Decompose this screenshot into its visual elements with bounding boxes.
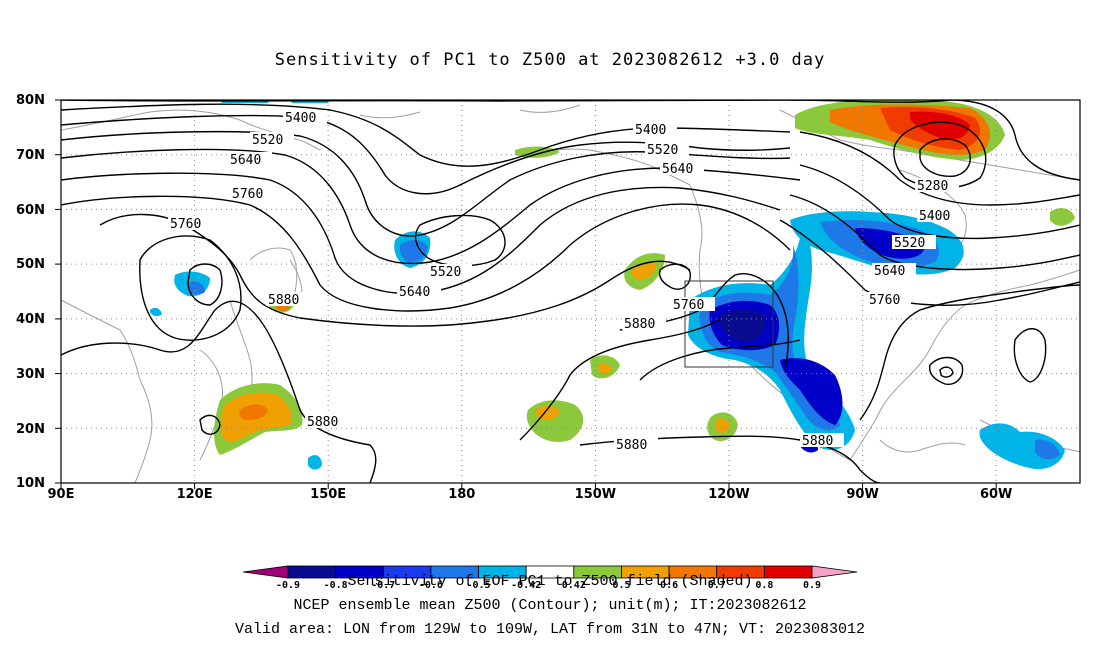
lon-label: 180	[448, 487, 475, 502]
colorbar-high-arrow	[811, 565, 858, 579]
lat-label: 20N	[16, 422, 45, 437]
colorbar-label: 0.9	[803, 580, 821, 591]
colorbar-label: -0.5	[466, 580, 490, 591]
lon-labels: 90E 120E 150E 180 150W 120W 90W 60W	[48, 487, 1013, 502]
contour-label: 5880	[616, 438, 647, 453]
contour-label: 5880	[268, 293, 299, 308]
contour-label: 5640	[874, 264, 905, 279]
lat-label: 50N	[16, 257, 45, 272]
contour-label: 5760	[869, 293, 900, 308]
lat-label: 70N	[16, 148, 45, 163]
contour-label: 5760	[232, 187, 263, 202]
lat-label: 40N	[16, 312, 45, 327]
contour-label: 5520	[647, 143, 678, 158]
lon-label: 90W	[846, 487, 878, 502]
contour-labels: 5400 5520 5640 5760 5760 5400 5520 5640 …	[168, 110, 961, 453]
colorbar-label: -0.8	[324, 580, 348, 591]
valid-area-box	[684, 280, 774, 368]
contour-label: 5880	[624, 317, 655, 332]
contour-label: 5400	[285, 111, 316, 126]
legend-title: Sensitivity of EOF PC1 to Z500 field (Sh…	[347, 573, 753, 590]
contour-label: 5520	[430, 265, 461, 280]
contour-label: 5760	[673, 298, 704, 313]
colorbar-label: -0.7	[371, 580, 395, 591]
colorbar-label: -0.6	[419, 580, 443, 591]
lat-label: 10N	[16, 476, 45, 491]
colorbar-label: -0.9	[276, 580, 300, 591]
colorbar-label: -0.42	[511, 580, 541, 591]
footer-line-2: Valid area: LON from 129W to 109W, LAT f…	[234, 621, 866, 638]
contour-label: 5640	[399, 285, 430, 300]
contour-label: 5520	[894, 236, 925, 251]
contour-label: 5760	[170, 217, 201, 232]
lon-label: 90E	[48, 487, 75, 502]
colorbar-label: 0.7	[708, 580, 726, 591]
lon-label: 120E	[177, 487, 213, 502]
contour-label: 5640	[230, 153, 261, 168]
colorbar-label: 0.8	[755, 580, 773, 591]
colorbar-label: 0.6	[660, 580, 678, 591]
lon-label: 150W	[575, 487, 616, 502]
lon-label: 120W	[708, 487, 749, 502]
lat-labels: 80N 70N 60N 50N 40N 30N 20N 10N	[16, 93, 45, 491]
chart-title: Sensitivity of PC1 to Z500 at 2023082612…	[274, 50, 826, 70]
sensitivity-shading	[150, 100, 1075, 470]
contour-label: 5520	[252, 133, 283, 148]
footer-line-1: NCEP ensemble mean Z500 (Contour); unit(…	[293, 597, 807, 614]
contour-label: 5880	[307, 415, 338, 430]
lat-label: 80N	[16, 93, 45, 108]
colorbar-label: 0.42	[562, 580, 586, 591]
lat-label: 60N	[16, 203, 45, 218]
plot-frame	[60, 99, 1081, 484]
colorbar: -0.9 -0.8 -0.7 -0.6 -0.5 -0.42 0.42 0.5 0.6 0.7 0.…	[242, 565, 858, 591]
contour-label: 5280	[917, 179, 948, 194]
contour-label: 5400	[919, 209, 950, 224]
contour-label: 5880	[802, 434, 833, 449]
ticks	[55, 99, 997, 489]
colorbar-label: 0.5	[612, 580, 630, 591]
contour-label: 5640	[662, 162, 693, 177]
lon-label: 60W	[980, 487, 1012, 502]
lon-label: 150E	[310, 487, 346, 502]
lat-label: 30N	[16, 367, 45, 382]
contour-label: 5400	[635, 123, 666, 138]
